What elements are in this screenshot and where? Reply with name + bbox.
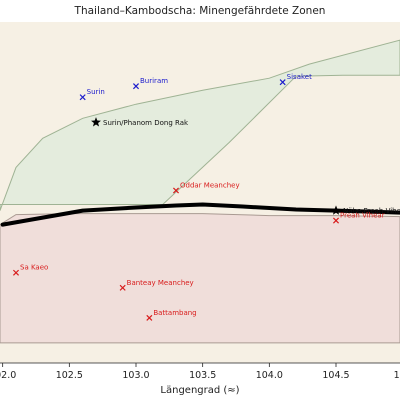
cambodia-city-label-banteay-meanchey: Banteay Meanchey <box>127 279 194 287</box>
cambodia-city-battambang-marker <box>146 314 153 321</box>
x-tick-label: 102.5 <box>56 370 83 381</box>
thai-city-label-surin: Surin <box>87 88 105 96</box>
border-line <box>0 202 400 227</box>
cambodia-risk-zone <box>0 213 400 344</box>
x-tick-label: 104.5 <box>322 370 349 381</box>
cambodia-city-oddar-meanchey-marker <box>172 187 180 194</box>
cambodia-city-label-oddar-meanchey: Oddar Meanchey <box>180 181 240 189</box>
x-tick-label: 102.0 <box>0 370 16 381</box>
x-tick-label: 103.5 <box>189 370 216 381</box>
thai-city-buriram-marker <box>132 83 140 90</box>
cambodia-city-sa-kaeo-marker <box>12 269 20 276</box>
thai-city-surin-marker <box>79 94 86 101</box>
cambodia-city-banteay-meanchey-marker <box>119 284 126 291</box>
star-label-na-he-preah-vihear: Nähe Preah Vihear <box>343 207 400 215</box>
star-marker-na-he-preah-vihear <box>331 205 341 215</box>
thai-city-label-sisaket: Sisaket <box>287 73 312 81</box>
map-title: Thailand–Kambodscha: Minengefährdete Zon… <box>74 5 326 17</box>
thai-city-sisaket-marker <box>279 79 286 86</box>
thai-city-label-buriram: Buriram <box>140 77 168 85</box>
x-axis-ticks: 102.0 102.5 103.0 103.5 104.0 104.5 105 <box>0 363 400 381</box>
map-markers: Surin Buriram Sisaket Oddar Meanchey Preah V… <box>12 73 400 321</box>
star-marker-surin-phanom-dong-rak <box>91 117 101 127</box>
x-tick-label: 103.0 <box>122 370 149 381</box>
x-axis-label: Längengrad (≈) <box>160 385 239 396</box>
cambodia-city-label-battambang: Battambang <box>153 309 196 317</box>
cambodia-city-label-sa-kaeo: Sa Kaeo <box>20 264 48 272</box>
cambodia-city-preah-vihear-marker <box>332 217 340 224</box>
x-tick-label: 105 <box>394 370 400 381</box>
x-tick-label: 104.0 <box>256 370 283 381</box>
cambodia-city-label-preah-vihear: Preah Vihear <box>340 212 385 220</box>
star-label-surin-phanom-dong-rak: Surin/Phanom Dong Rak <box>103 119 189 127</box>
thai-risk-zone <box>0 39 400 211</box>
